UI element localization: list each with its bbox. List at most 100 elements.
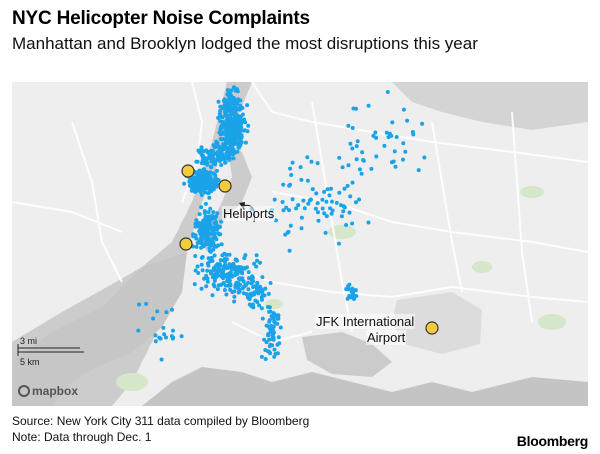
complaint-point <box>198 187 203 192</box>
complaint-point <box>325 187 330 192</box>
heliport-marker[interactable] <box>179 237 193 251</box>
complaint-point <box>211 156 216 161</box>
complaint-point <box>201 161 206 166</box>
complaint-point <box>259 306 264 311</box>
chart-subtitle: Manhattan and Brooklyn lodged the most d… <box>12 34 478 53</box>
chart-title: NYC Helicopter Noise Complaints <box>12 8 310 29</box>
complaint-point <box>242 256 247 261</box>
complaint-point <box>208 164 213 169</box>
complaint-point <box>221 106 226 111</box>
complaint-point <box>271 337 276 342</box>
complaint-point <box>215 142 220 147</box>
complaint-point <box>231 147 236 152</box>
complaint-point <box>212 284 217 289</box>
complaint-point <box>239 270 244 275</box>
complaint-point <box>401 107 406 112</box>
complaint-point <box>217 130 222 135</box>
complaint-point <box>313 206 318 211</box>
complaint-point <box>205 236 210 241</box>
complaint-point <box>350 146 355 151</box>
complaint-point <box>256 291 261 296</box>
complaint-point <box>337 190 342 195</box>
complaint-point <box>202 276 207 281</box>
complaint-point <box>290 160 295 165</box>
complaint-point <box>215 267 220 272</box>
complaint-point <box>371 133 376 138</box>
jfk-marker[interactable] <box>425 321 439 335</box>
complaint-point <box>211 187 216 192</box>
complaint-point <box>182 181 187 186</box>
complaint-point <box>239 140 243 145</box>
complaint-point <box>231 261 236 266</box>
complaint-point <box>315 201 320 206</box>
complaint-point <box>210 259 215 263</box>
complaint-point <box>249 304 254 309</box>
complaint-point <box>236 276 241 281</box>
complaint-point <box>346 286 351 291</box>
mapbox-attribution[interactable]: mapbox <box>18 384 78 398</box>
complaint-point <box>359 171 364 176</box>
complaint-point <box>254 264 259 269</box>
complaint-point <box>288 182 292 187</box>
complaint-point <box>283 232 288 237</box>
complaint-point <box>202 211 207 216</box>
complaint-point <box>241 284 246 289</box>
complaint-point <box>366 220 371 225</box>
complaint-point <box>269 314 274 319</box>
complaint-point <box>236 99 241 104</box>
complaint-point <box>221 130 226 135</box>
complaint-point <box>280 200 285 204</box>
complaint-point <box>342 186 347 191</box>
complaint-point <box>229 264 233 269</box>
complaint-point <box>215 262 220 267</box>
complaint-point <box>346 123 351 128</box>
complaint-point <box>199 286 204 291</box>
scale-miles: 3 mi <box>20 336 38 346</box>
complaint-point <box>193 268 198 273</box>
heliport-marker[interactable] <box>218 179 232 193</box>
complaint-point <box>192 282 197 287</box>
complaint-point <box>222 145 227 150</box>
map-panel[interactable]: Heliports JFK International Airport 3 mi… <box>12 82 588 406</box>
complaint-point <box>255 281 260 286</box>
complaint-point <box>206 210 211 215</box>
complaint-point <box>314 191 319 196</box>
complaint-point <box>290 197 295 202</box>
complaint-point <box>231 135 236 140</box>
complaint-point <box>273 312 277 317</box>
complaint-point <box>260 275 265 280</box>
road-network <box>12 82 588 344</box>
complaint-point <box>205 268 210 273</box>
complaint-point <box>200 237 205 242</box>
complaint-point <box>347 282 352 287</box>
complaint-point <box>199 245 204 250</box>
complaint-point <box>224 153 228 158</box>
complaint-point <box>394 135 399 139</box>
complaint-point <box>281 208 286 213</box>
lower-bay <box>142 367 588 406</box>
map-canvas <box>12 82 588 406</box>
complaint-point <box>252 261 257 266</box>
complaint-point <box>315 161 320 166</box>
complaint-point <box>316 210 320 215</box>
complaint-point <box>351 293 356 298</box>
heliport-marker[interactable] <box>181 164 195 178</box>
complaint-point <box>157 335 162 340</box>
complaint-point <box>193 189 198 194</box>
complaint-point <box>211 273 216 278</box>
complaint-point <box>206 186 211 191</box>
complaint-point <box>212 253 217 258</box>
complaint-point <box>241 291 246 296</box>
complaint-point <box>215 211 220 216</box>
complaint-point <box>171 328 175 333</box>
complaint-point <box>287 248 292 253</box>
scale-bar <box>17 344 84 356</box>
complaint-point <box>216 115 221 120</box>
complaint-point <box>204 176 209 181</box>
complaint-point <box>355 139 360 144</box>
complaint-point <box>264 340 269 345</box>
complaint-point <box>350 221 355 226</box>
complaint-point <box>216 99 221 104</box>
complaint-point <box>232 114 237 119</box>
complaint-point <box>351 288 356 293</box>
